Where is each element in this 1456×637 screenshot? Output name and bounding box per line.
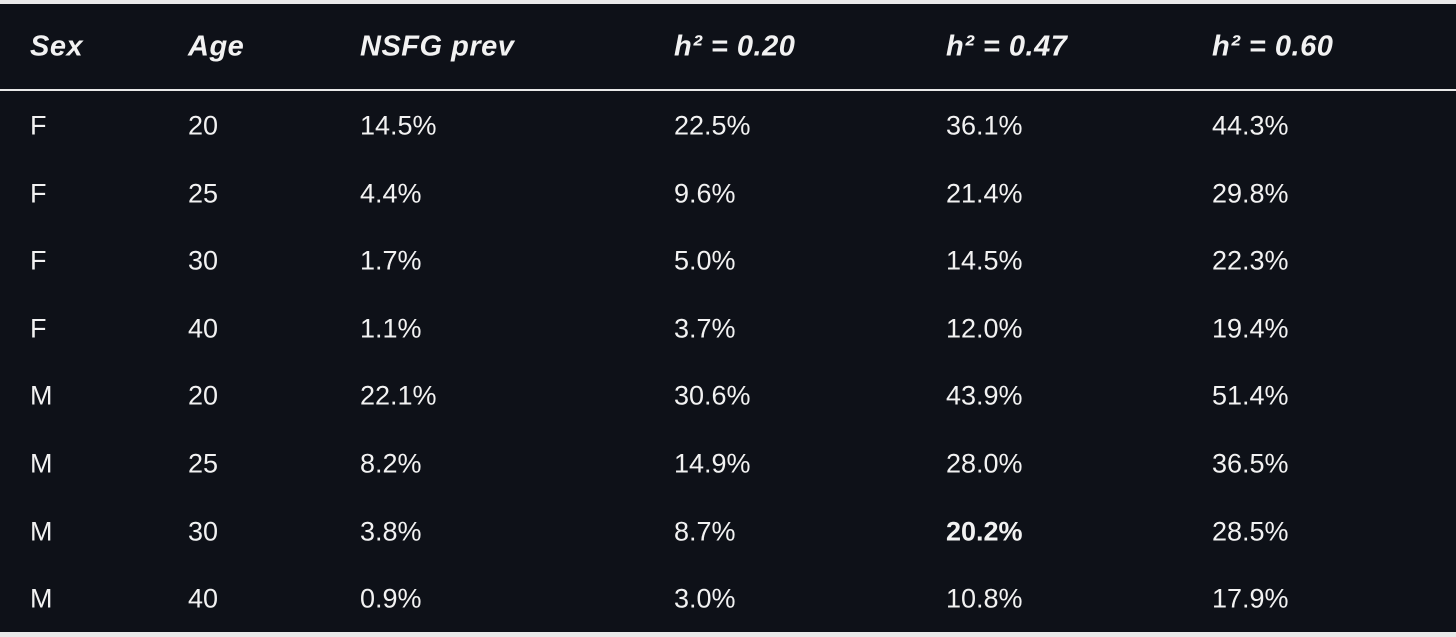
- table-cell: 40: [188, 313, 219, 344]
- table-cell: M: [30, 516, 53, 547]
- column-header: Sex: [30, 30, 84, 63]
- table-cell: 8.7%: [674, 516, 736, 547]
- table-cell: 36.1%: [946, 110, 1023, 141]
- table-cell: 36.5%: [1212, 448, 1289, 479]
- table-cell: 3.7%: [674, 313, 736, 344]
- table-cell: 17.9%: [1212, 583, 1289, 614]
- table-cell: 19.4%: [1212, 313, 1289, 344]
- table-cell: 20.2%: [946, 516, 1023, 547]
- table-cell: 22.3%: [1212, 245, 1289, 276]
- table-cell: 22.5%: [674, 110, 751, 141]
- column-header: h² = 0.20: [674, 30, 796, 63]
- table-cell: 25: [188, 448, 219, 479]
- table-cell: F: [30, 110, 47, 141]
- table-cell: 30: [188, 516, 219, 547]
- table-cell: 43.9%: [946, 380, 1023, 411]
- column-header: NSFG prev: [360, 30, 515, 63]
- table-cell: 14.5%: [946, 245, 1023, 276]
- table-cell: 20: [188, 110, 219, 141]
- table-cell: F: [30, 245, 47, 276]
- table-cell: 30: [188, 245, 219, 276]
- table-cell: 44.3%: [1212, 110, 1289, 141]
- table-cell: M: [30, 583, 53, 614]
- table-cell: 3.0%: [674, 583, 736, 614]
- table-cell: 12.0%: [946, 313, 1023, 344]
- table-cell: F: [30, 313, 47, 344]
- table-cell: 1.1%: [360, 313, 422, 344]
- column-header: Age: [188, 30, 245, 63]
- table-cell: 0.9%: [360, 583, 422, 614]
- table-cell: 10.8%: [946, 583, 1023, 614]
- column-header: h² = 0.47: [946, 30, 1068, 63]
- table-cell: 9.6%: [674, 178, 736, 209]
- table-cell: 3.8%: [360, 516, 422, 547]
- table-cell: M: [30, 448, 53, 479]
- table-cell: 28.0%: [946, 448, 1023, 479]
- table-cell: 14.5%: [360, 110, 437, 141]
- table-cell: 21.4%: [946, 178, 1023, 209]
- table-cell: 8.2%: [360, 448, 422, 479]
- table-cell: 51.4%: [1212, 380, 1289, 411]
- table-cell: 22.1%: [360, 380, 437, 411]
- table-cell: 4.4%: [360, 178, 422, 209]
- column-header: h² = 0.60: [1212, 30, 1334, 63]
- table-cell: 25: [188, 178, 219, 209]
- header-rule: [0, 89, 1456, 91]
- table-cell: 5.0%: [674, 245, 736, 276]
- table-cell: 14.9%: [674, 448, 751, 479]
- table-cell: 30.6%: [674, 380, 751, 411]
- table-cell: 20: [188, 380, 219, 411]
- table-cell: 29.8%: [1212, 178, 1289, 209]
- table-cell: M: [30, 380, 53, 411]
- table-cell: 28.5%: [1212, 516, 1289, 547]
- table-cell: 1.7%: [360, 245, 422, 276]
- table-cell: F: [30, 178, 47, 209]
- table: Sex Age NSFG prev h² = 0.20 h² = 0.47 h² = 0.…: [0, 4, 1456, 632]
- table-cell: 40: [188, 583, 219, 614]
